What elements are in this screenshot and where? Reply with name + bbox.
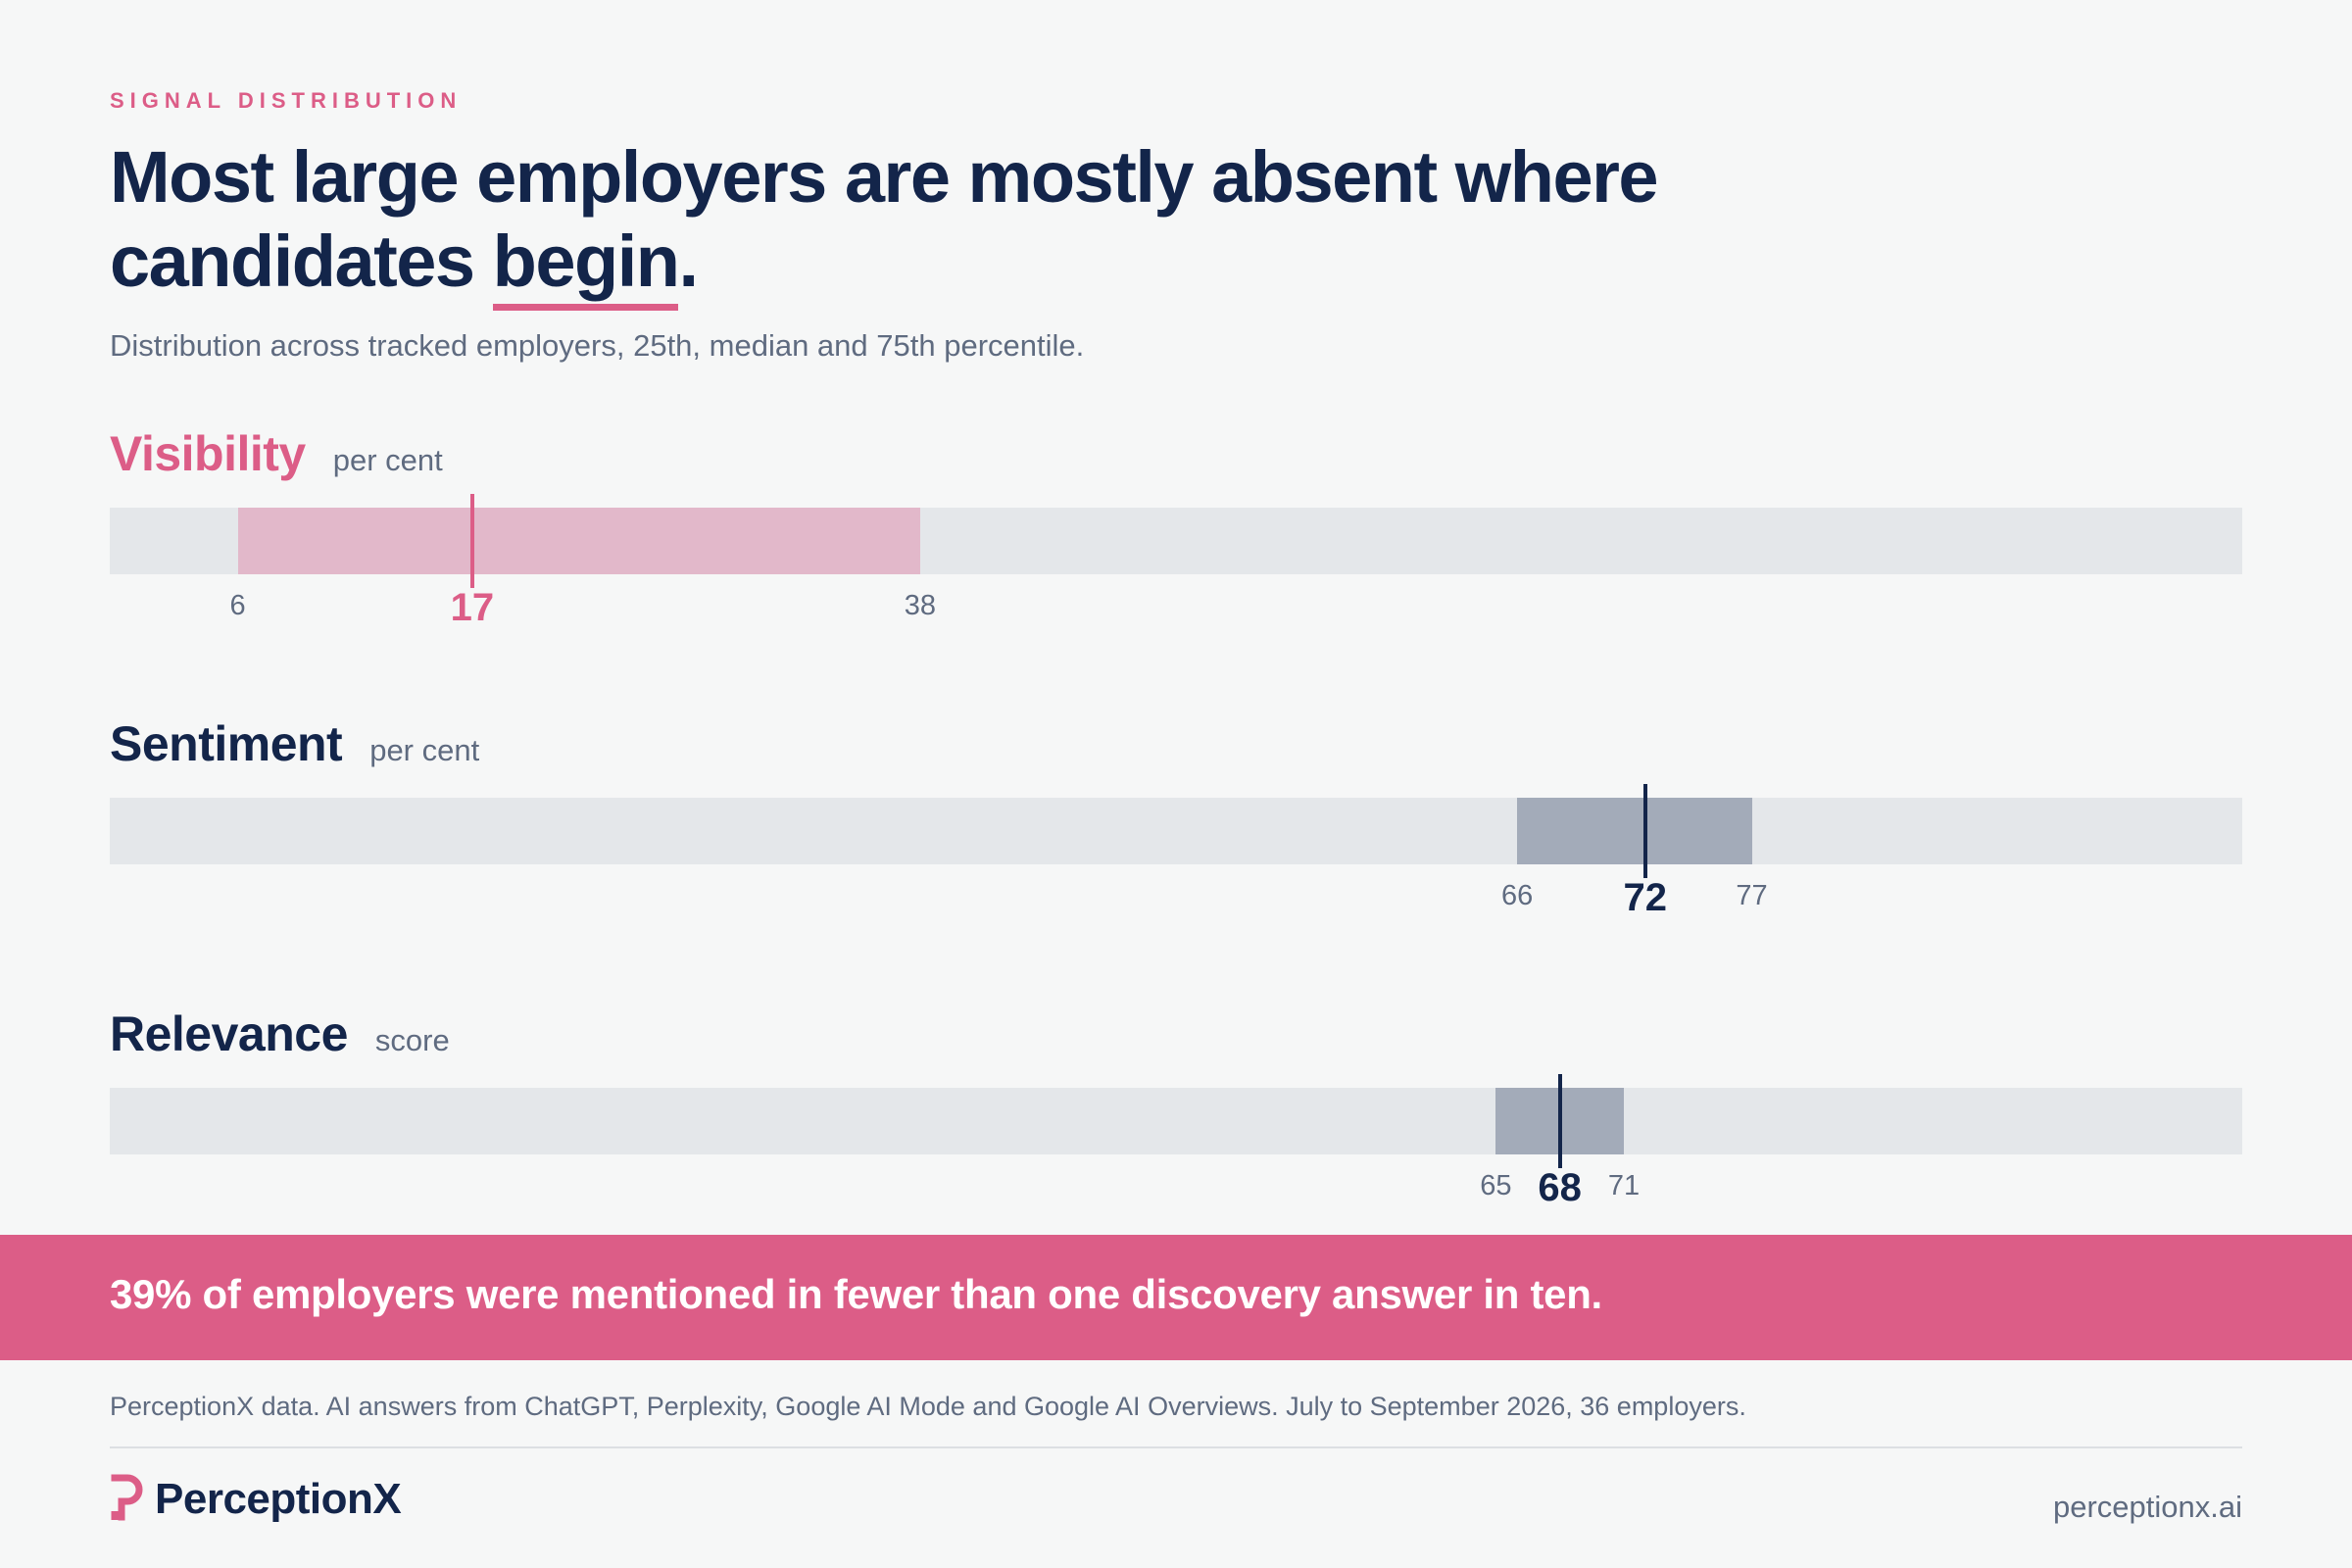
median-label: 17 <box>450 586 495 629</box>
callout-banner: 39% of employers were mentioned in fewer… <box>0 1235 2352 1360</box>
metric-sentiment: Sentiment per cent 66 72 77 <box>110 715 2242 931</box>
footer-divider <box>110 1446 2242 1448</box>
metric-track <box>110 494 2242 588</box>
eyebrow-label: SIGNAL DISTRIBUTION <box>110 88 463 113</box>
metric-header: Relevance score <box>110 1005 450 1062</box>
metric-unit: per cent <box>369 733 480 767</box>
p75-label: 71 <box>1607 1170 1641 1201</box>
brand-name: PerceptionX <box>155 1475 402 1523</box>
median-label: 72 <box>1623 876 1667 919</box>
metric-track <box>110 1074 2242 1168</box>
median-marker <box>1557 1074 1562 1168</box>
headline-line-2-end: . <box>678 220 699 302</box>
median-label: 68 <box>1538 1166 1582 1209</box>
metric-relevance: Relevance score 65 68 71 <box>110 1005 2242 1221</box>
metric-title: Sentiment <box>110 716 343 771</box>
median-marker <box>1642 784 1647 878</box>
metric-header: Sentiment per cent <box>110 715 479 772</box>
subtitle: Distribution across tracked employers, 2… <box>110 328 1085 363</box>
website-link[interactable]: perceptionx.ai <box>2052 1490 2242 1524</box>
median-marker <box>469 494 474 588</box>
perceptionx-logo-icon <box>111 1474 143 1521</box>
metric-unit: per cent <box>332 443 443 477</box>
metric-header: Visibility per cent <box>110 425 443 482</box>
metric-title: Visibility <box>110 426 306 481</box>
iqr-band <box>1517 798 1752 864</box>
p25-label: 65 <box>1480 1170 1512 1201</box>
headline-underlined-word: begin <box>492 220 680 311</box>
headline-line-2-start: candidates <box>110 220 493 302</box>
headline: Most large employers are mostly absent w… <box>110 135 1972 311</box>
headline-line-1: Most large employers are mostly absent w… <box>110 136 1659 218</box>
iqr-band <box>237 508 920 574</box>
p75-label: 77 <box>1736 880 1768 911</box>
metric-visibility: Visibility per cent 6 17 38 <box>110 425 2242 641</box>
metric-unit: score <box>374 1023 450 1057</box>
source-note: PerceptionX data. AI answers from ChatGP… <box>110 1392 1746 1421</box>
metric-title: Relevance <box>110 1006 348 1061</box>
p25-label: 6 <box>229 590 246 621</box>
callout-text: 39% of employers were mentioned in fewer… <box>110 1271 1602 1317</box>
p25-label: 66 <box>1501 880 1534 911</box>
metric-track <box>110 784 2242 878</box>
p75-label: 38 <box>904 590 937 621</box>
